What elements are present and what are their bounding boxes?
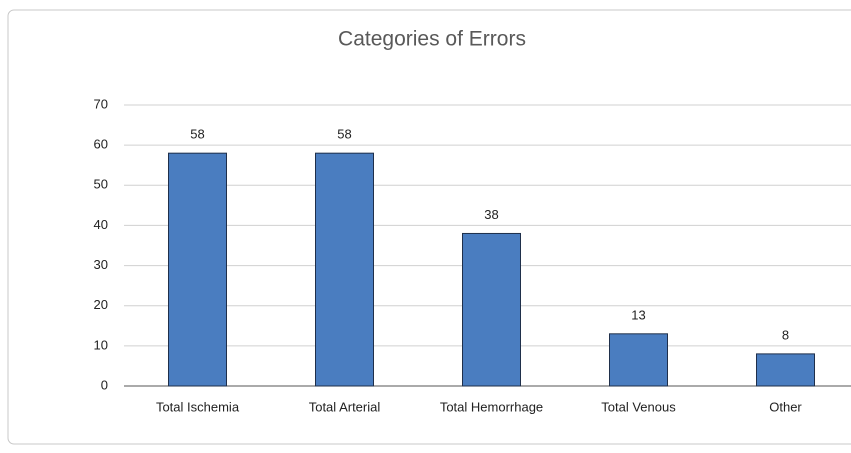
chart-frame [7, 9, 851, 445]
bar [609, 333, 668, 387]
bar [168, 152, 227, 387]
y-tick-label: 20 [94, 297, 108, 312]
x-tick-label: Total Venous [601, 399, 676, 414]
y-tick-label: 60 [94, 137, 108, 152]
bar [756, 353, 815, 387]
data-label: 38 [484, 207, 498, 222]
data-label: 8 [782, 327, 789, 342]
data-label: 58 [337, 127, 351, 142]
y-tick-label: 30 [94, 257, 108, 272]
bar [315, 152, 374, 387]
y-tick-label: 0 [101, 377, 108, 392]
y-tick-label: 70 [94, 96, 108, 111]
y-tick-label: 50 [94, 177, 108, 192]
chart-title: Categories of Errors [338, 28, 526, 51]
x-tick-label: Total Ischemia [156, 399, 240, 414]
bar [462, 232, 521, 387]
x-tick-label: Other [769, 399, 802, 414]
x-tick-label: Total Hemorrhage [440, 399, 543, 414]
y-tick-label: 10 [94, 337, 108, 352]
y-tick-label: 40 [94, 217, 108, 232]
x-tick-label: Total Arterial [309, 399, 381, 414]
data-label: 13 [631, 307, 645, 322]
data-label: 58 [190, 127, 204, 142]
